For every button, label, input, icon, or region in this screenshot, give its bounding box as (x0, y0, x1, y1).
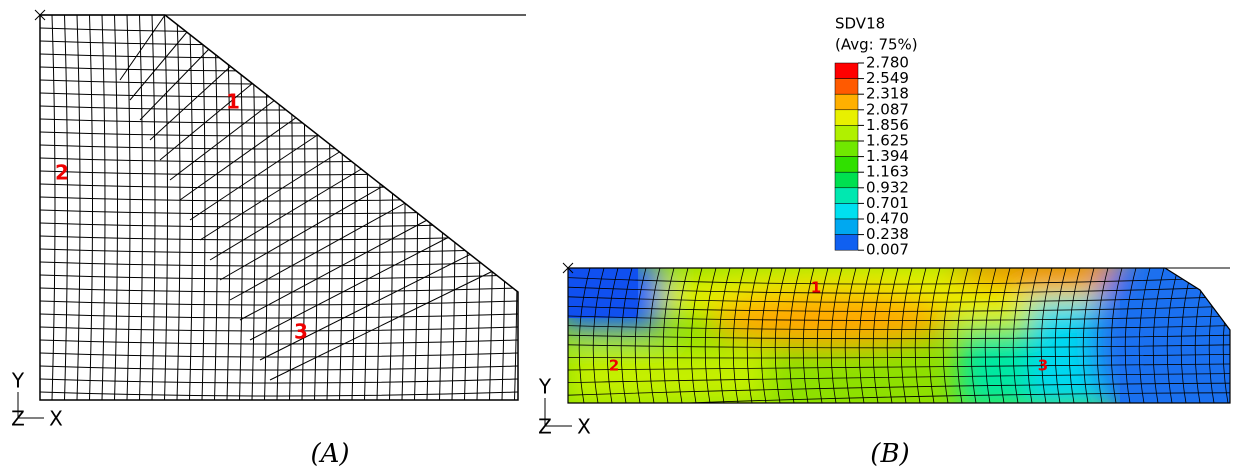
mesh-line (40, 145, 518, 149)
axis-y: Y (11, 369, 25, 393)
mesh-line (252, 15, 255, 400)
mesh-line (490, 15, 493, 400)
axis-x: X (577, 415, 591, 439)
legend-subtitle: (Avg: 75%) (835, 36, 918, 54)
mesh-line (40, 275, 518, 279)
mesh-line (40, 366, 518, 370)
mesh-line (170, 100, 275, 180)
mesh-line (40, 353, 518, 357)
mesh-line (277, 15, 280, 400)
region-label: 3 (294, 320, 308, 344)
mesh-line (327, 15, 330, 400)
mesh-line (515, 15, 518, 400)
mesh-line (265, 15, 268, 400)
legend-swatch (835, 172, 858, 188)
caption: (A) (310, 439, 349, 469)
caption: (B) (870, 439, 909, 469)
mesh-line (52, 15, 55, 400)
legend-swatch (835, 203, 858, 219)
mesh-line (230, 202, 407, 300)
region-label: 1 (226, 90, 240, 114)
mesh-line (40, 158, 518, 162)
legend-swatch (835, 94, 858, 110)
region-label: 3 (1038, 357, 1048, 375)
mesh-line (377, 15, 380, 400)
legend-swatch (835, 188, 858, 204)
legend-swatch (835, 219, 858, 235)
mesh-line (165, 15, 168, 400)
mesh-line (40, 80, 518, 84)
mesh-line (40, 223, 518, 227)
mesh-line (40, 54, 518, 58)
legend-swatch (835, 235, 858, 251)
axis-x: X (49, 407, 63, 431)
region-label: 1 (811, 279, 821, 297)
mesh-line (40, 184, 518, 188)
mesh-line (502, 15, 505, 400)
mesh-line (40, 210, 518, 214)
mesh-line (40, 197, 518, 201)
mesh-line (352, 15, 355, 400)
mesh-line (290, 15, 293, 400)
axis-y: Y (538, 375, 552, 399)
mesh-line (315, 15, 318, 400)
mesh-line (202, 15, 205, 400)
mesh-a (40, 15, 518, 400)
mesh-line (40, 93, 518, 97)
mesh-line (465, 15, 468, 400)
mesh-line (65, 15, 68, 400)
region-label: 2 (55, 161, 69, 185)
mesh-line (227, 15, 230, 400)
mesh-line (40, 249, 518, 253)
legend-swatch (835, 110, 858, 126)
mesh-line (40, 132, 518, 136)
region-label: 2 (609, 357, 619, 375)
mesh-line (150, 66, 231, 140)
mesh-line (77, 15, 80, 400)
mesh-line (402, 15, 405, 400)
mesh-line (190, 15, 193, 400)
mesh-line (40, 392, 518, 396)
mesh-line (90, 15, 93, 400)
mesh-line (40, 171, 518, 175)
mesh-line (477, 15, 480, 400)
mesh-line (365, 15, 368, 400)
mesh-line (40, 379, 518, 383)
legend-swatch (835, 79, 858, 95)
mesh-line (240, 15, 243, 400)
legend-swatch (835, 157, 858, 173)
legend: 2.7802.5492.3182.0871.8561.6251.3941.163… (835, 54, 909, 259)
mesh-line (177, 15, 180, 400)
figure: 1 2 3 Y Z X (A) 1 2 3 Y Z X (B) SDV18 (A… (0, 0, 1242, 472)
mesh-line (390, 15, 393, 400)
mesh-line (215, 15, 218, 400)
legend-title: SDV18 (835, 15, 885, 33)
mesh-line (40, 28, 518, 32)
legend-swatch (835, 63, 858, 79)
axis-z: Z (11, 407, 25, 431)
legend-swatch (835, 125, 858, 141)
contour (560, 230, 1242, 450)
legend-swatch (835, 141, 858, 157)
mesh-line (40, 41, 518, 45)
mesh-line (40, 67, 518, 71)
mesh-line (40, 262, 518, 266)
mesh-line (340, 15, 343, 400)
legend-label: 0.007 (866, 241, 909, 259)
axis-z: Z (538, 415, 552, 439)
